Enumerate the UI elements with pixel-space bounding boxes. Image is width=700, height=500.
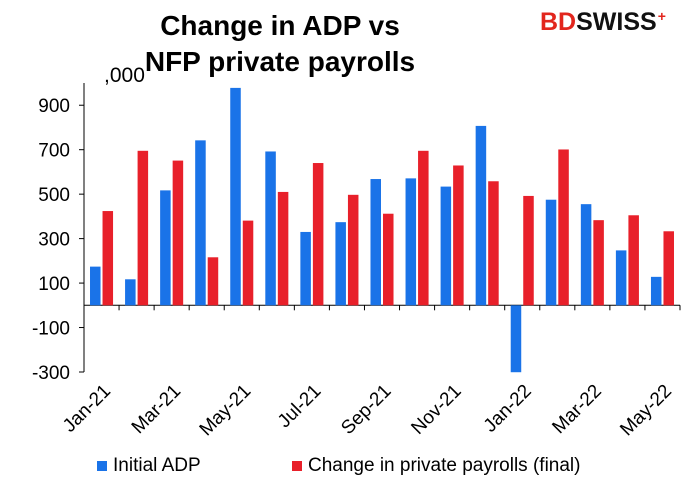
bar-private-payrolls [523,195,534,306]
bar-private-payrolls [593,220,604,306]
y-tick-label: 300 [38,230,70,251]
bar-private-payrolls [312,163,324,306]
bar-private-payrolls [558,149,569,306]
bar-initial-adp [545,199,557,306]
bar-initial-adp [370,179,381,306]
bar-initial-adp [90,266,101,306]
bar-private-payrolls [383,213,394,306]
x-tick-label: Jan-22 [480,381,536,437]
legend-label-initial-adp: Initial ADP [113,455,201,476]
y-unit-label: ,000 [104,64,145,87]
x-tick-label: May-21 [196,381,256,441]
y-tick-label: 900 [38,96,70,117]
chart-title-line1: Change in ADP vs [160,10,400,41]
legend-swatch-blue [97,461,107,471]
bar-private-payrolls [102,211,114,306]
y-tick-label: -300 [32,363,70,384]
chart-title: Change in ADP vs NFP private payrolls [130,8,430,80]
y-tick-label: 700 [38,141,70,162]
y-tick-label: 100 [38,274,70,295]
bar-private-payrolls [453,165,464,306]
bar-initial-adp [475,125,487,306]
bar-initial-adp [440,186,452,306]
x-tick-label: Mar-21 [128,381,185,438]
bar-private-payrolls [172,160,184,306]
bar-private-payrolls [663,231,674,306]
legend-item-initial-adp: Initial ADP [97,455,201,477]
bar-initial-adp [300,231,311,306]
bar-private-payrolls [488,181,499,306]
chart-title-line2: NFP private payrolls [144,46,416,77]
bar-initial-adp [650,276,662,306]
x-tick-label: Jan-21 [59,381,115,437]
bar-initial-adp [615,250,627,306]
x-tick-label: May-22 [616,381,676,441]
bar-initial-adp [195,140,206,306]
bar-initial-adp [335,222,346,306]
y-tick-label: 500 [38,185,70,206]
bar-private-payrolls [347,194,359,306]
bar-private-payrolls [207,257,219,306]
bar-initial-adp [580,204,592,306]
bar-private-payrolls [418,150,429,306]
bar-initial-adp [160,190,171,306]
bdswiss-logo: BDSWISS+ [540,8,666,36]
y-tick-label: -100 [32,319,70,340]
x-tick-label: Nov-21 [407,381,465,439]
x-tick-label: Jul-21 [274,381,325,432]
bar-private-payrolls [137,150,149,306]
x-tick-label: Sep-21 [337,381,395,439]
legend-label-private-payrolls: Change in private payrolls (final) [308,455,581,476]
bar-initial-adp [510,305,522,373]
bar-initial-adp [265,151,276,306]
bar-initial-adp [125,279,136,306]
bar-private-payrolls [277,191,289,306]
bar-private-payrolls [628,215,639,306]
bar-initial-adp [230,87,241,306]
legend-swatch-red [292,461,302,471]
bar-private-payrolls [242,220,254,306]
x-tick-label: Mar-22 [548,381,605,438]
legend-item-private-payrolls: Change in private payrolls (final) [292,455,580,477]
bar-initial-adp [405,178,417,306]
